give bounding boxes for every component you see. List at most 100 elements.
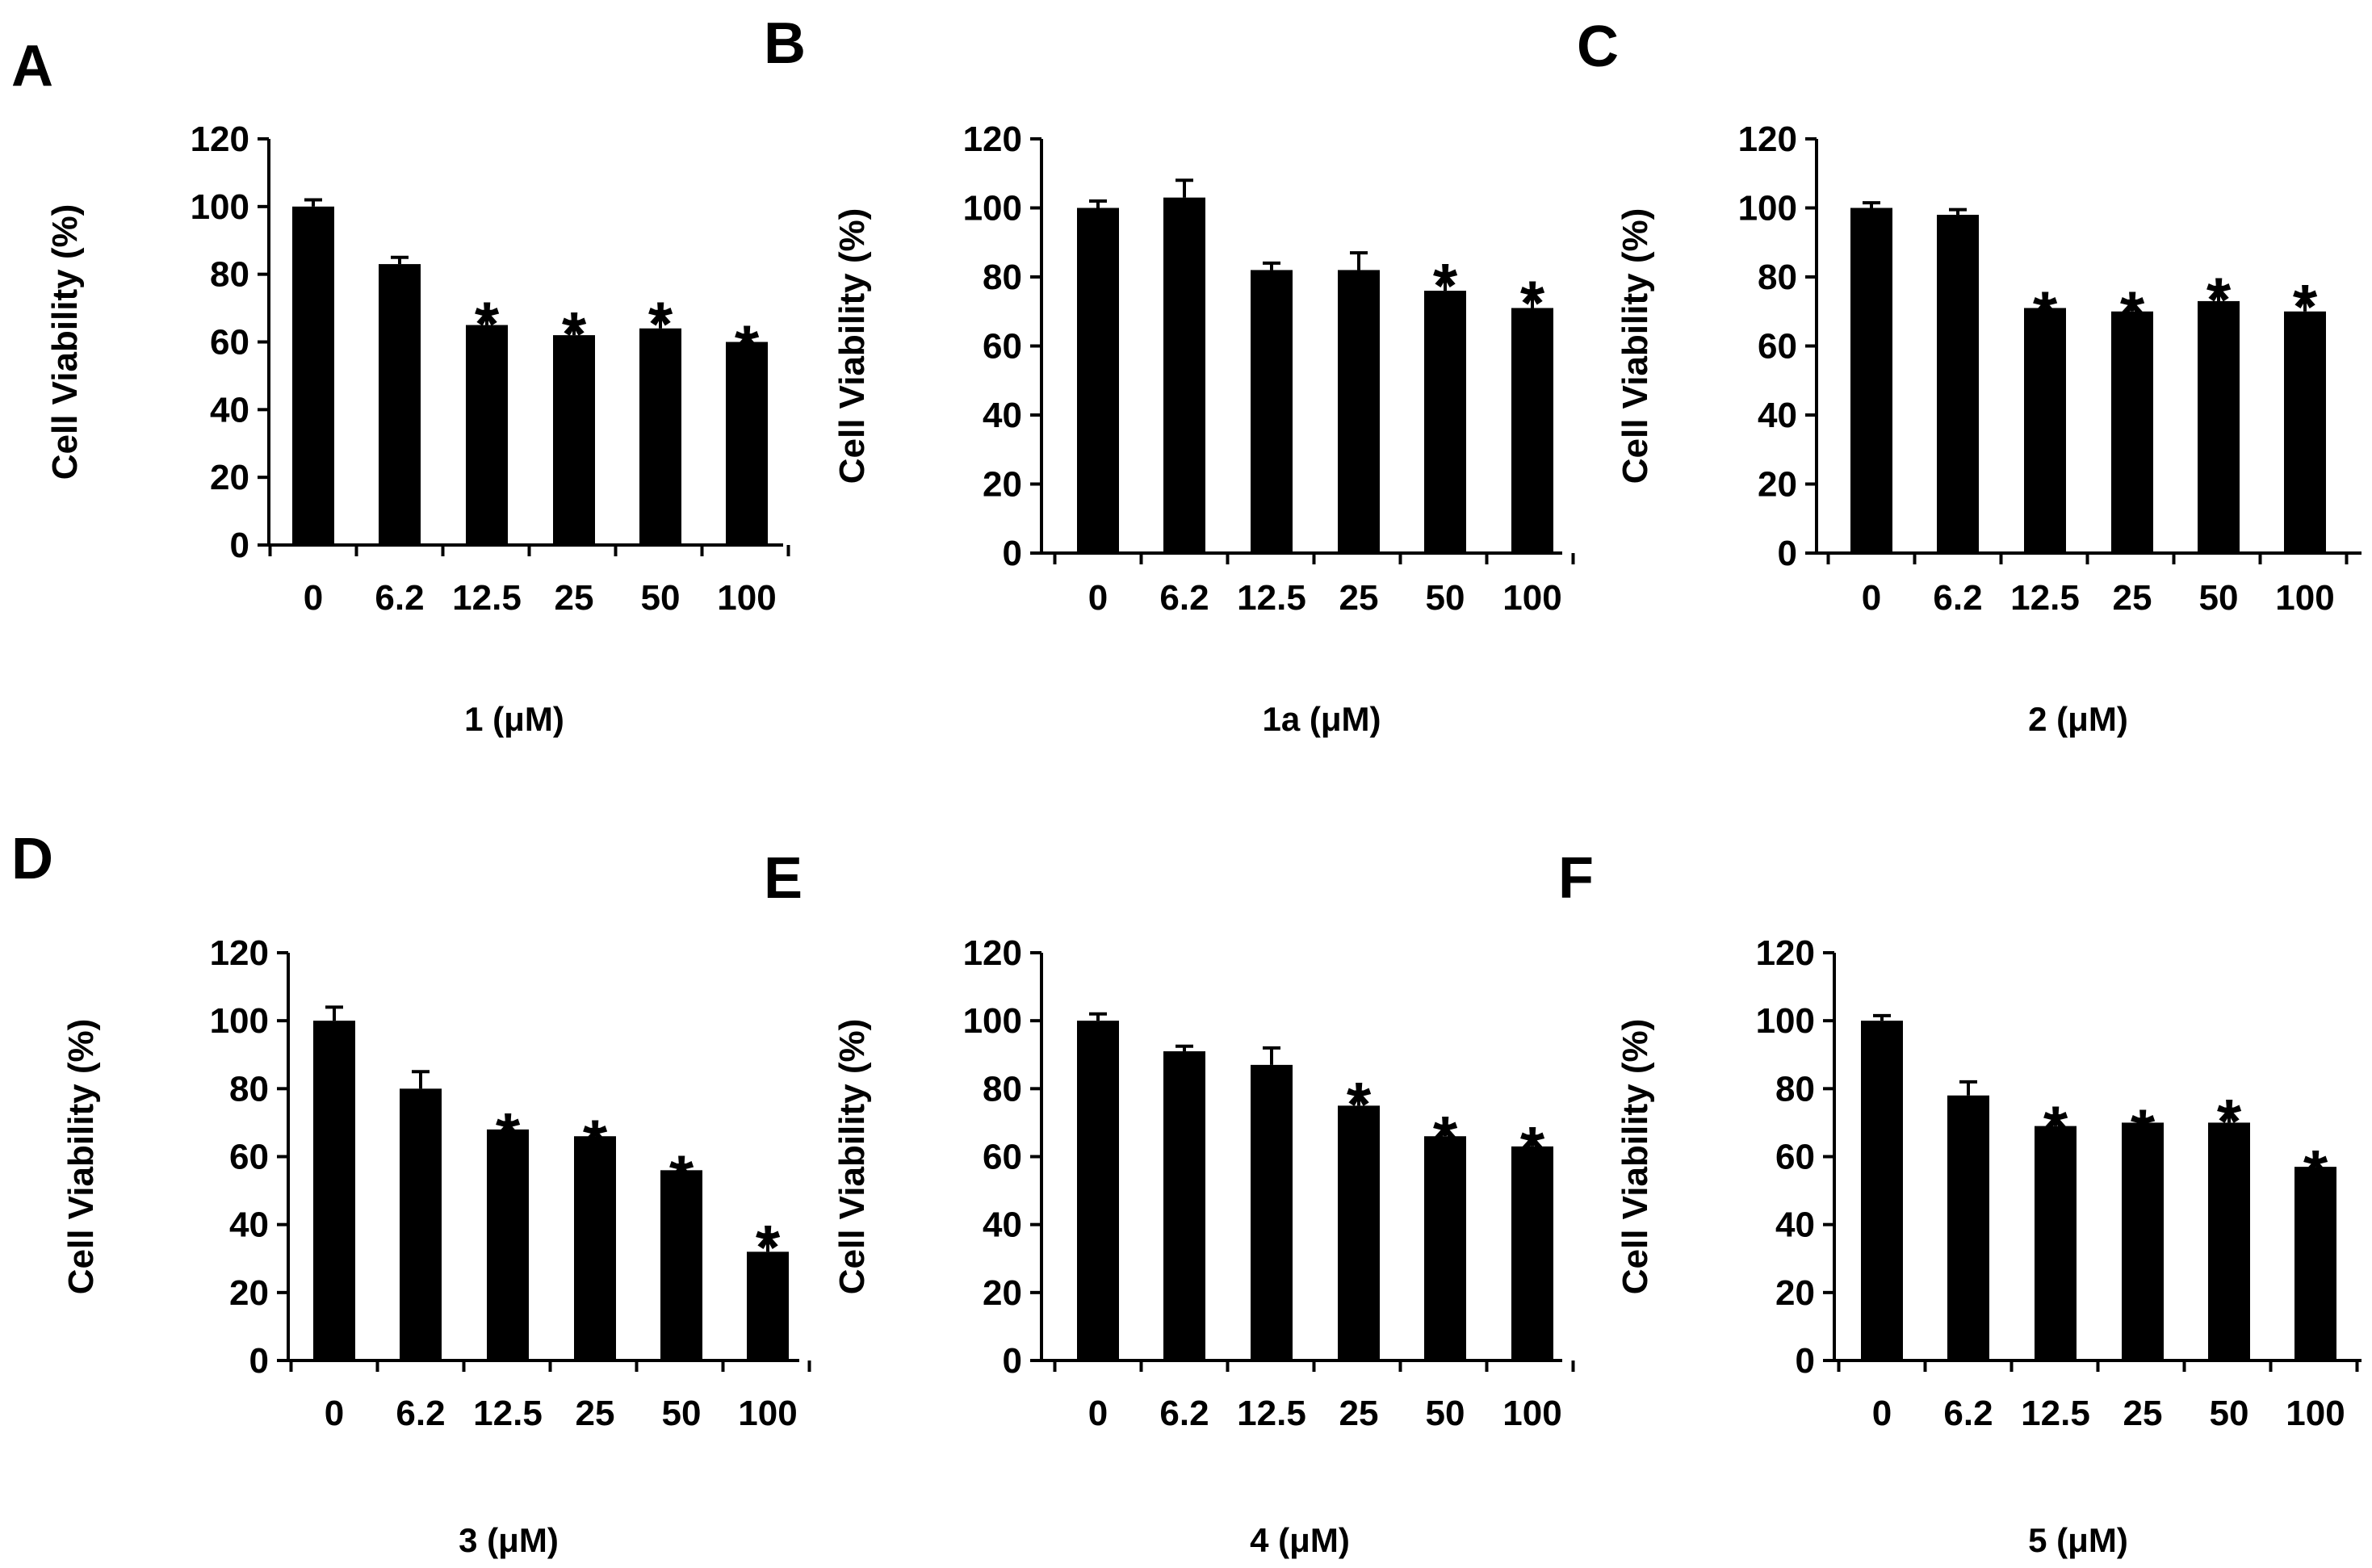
x-tick-label: 25 xyxy=(2123,1394,2163,1433)
x-axis-label: 3 (μM) xyxy=(459,1521,559,1559)
x-tick-label: 50 xyxy=(2210,1394,2249,1433)
x-axis-label: 2 (μM) xyxy=(2028,700,2128,738)
significance-star: * xyxy=(735,312,760,383)
bar-6.2 xyxy=(1947,1095,1989,1360)
panel-e: E 0 20 40 60 80 100 120 0 6.2 12.5 * 25 * 50 * 100 4 (μM)… xyxy=(764,846,1575,1559)
panel-letter: A xyxy=(11,34,53,99)
bar-12.5 xyxy=(2035,1126,2077,1360)
y-axis-label: Cell Viability (%) xyxy=(832,1019,872,1295)
panel-c: C 0 20 40 60 80 100 120 0 6.2 * 12.5 * 25 * 50 * 100 2 (μM… xyxy=(1577,15,2362,738)
x-tick-label: 25 xyxy=(576,1394,615,1433)
x-tick-label: 50 xyxy=(641,578,681,618)
significance-star: * xyxy=(2043,1092,2068,1163)
y-axis-label: Cell Viability (%) xyxy=(1616,1019,1655,1295)
y-tick-label: 80 xyxy=(210,255,249,295)
y-tick-label: 100 xyxy=(963,1001,1022,1041)
bar-50 xyxy=(2208,1122,2250,1360)
bar-12.5 xyxy=(487,1129,529,1360)
y-tick-label: 20 xyxy=(1775,1273,1815,1313)
bar-12.5 xyxy=(1251,270,1293,553)
y-tick-label: 40 xyxy=(983,396,1022,435)
bar-50 xyxy=(2198,300,2240,553)
bar-25 xyxy=(1338,1105,1380,1360)
bar-6.2 xyxy=(379,264,421,545)
x-tick-label: 12.5 xyxy=(2010,578,2080,618)
y-tick-label: 80 xyxy=(983,1069,1022,1109)
x-tick-label: 0 xyxy=(1872,1394,1892,1433)
x-tick-label: 25 xyxy=(555,578,594,618)
bar-100 xyxy=(1511,308,1553,553)
bar-100 xyxy=(726,342,768,545)
y-tick-label: 120 xyxy=(963,119,1022,159)
x-tick-label: 12.5 xyxy=(452,578,522,618)
y-tick-label: 100 xyxy=(1738,189,1797,228)
y-tick-label: 120 xyxy=(1738,119,1797,159)
x-tick-label: 12.5 xyxy=(1237,578,1306,618)
bar-25 xyxy=(1338,270,1380,553)
y-tick-label: 100 xyxy=(191,187,249,227)
y-tick-label: 120 xyxy=(963,933,1022,973)
significance-star: * xyxy=(2033,278,2058,349)
bar-25 xyxy=(2122,1122,2164,1360)
y-tick-label: 20 xyxy=(210,458,249,497)
y-tick-label: 60 xyxy=(983,327,1022,367)
bar-12.5 xyxy=(466,325,508,545)
bar-0 xyxy=(313,1021,355,1360)
y-tick-label: 0 xyxy=(1796,1341,1815,1381)
y-tick-label: 120 xyxy=(1756,933,1815,973)
y-tick-label: 60 xyxy=(1758,327,1797,367)
significance-star: * xyxy=(2131,1096,2156,1167)
significance-star: * xyxy=(1433,250,1458,321)
y-tick-label: 80 xyxy=(1758,258,1797,297)
panel-letter: F xyxy=(1558,846,1594,911)
y-tick-label: 40 xyxy=(1775,1205,1815,1245)
x-tick-label: 0 xyxy=(1088,578,1108,618)
panel-d: D 0 20 40 60 80 100 120 0 6.2 * 12.5 * 25 * 50 * 100 3 (μM… xyxy=(11,827,811,1559)
x-tick-label: 50 xyxy=(662,1394,702,1433)
y-tick-label: 20 xyxy=(1758,465,1797,505)
y-tick-label: 20 xyxy=(983,465,1022,505)
significance-star: * xyxy=(1347,1069,1372,1140)
bar-25 xyxy=(574,1136,616,1360)
x-tick-label: 50 xyxy=(1426,1394,1465,1433)
x-tick-label: 6.2 xyxy=(1159,1394,1209,1433)
significance-star: * xyxy=(1433,1103,1458,1174)
panel-letter: D xyxy=(11,827,53,891)
x-tick-label: 100 xyxy=(738,1394,797,1433)
panel-letter: E xyxy=(764,846,803,911)
x-tick-label: 6.2 xyxy=(396,1394,445,1433)
significance-star: * xyxy=(496,1099,521,1170)
x-tick-label: 12.5 xyxy=(1237,1394,1306,1433)
bar-100 xyxy=(747,1251,789,1360)
y-tick-label: 40 xyxy=(210,390,249,430)
x-tick-label: 0 xyxy=(1862,578,1881,618)
x-tick-label: 100 xyxy=(1502,1394,1561,1433)
y-tick-label: 40 xyxy=(983,1205,1022,1245)
panel-a: A 0 20 40 60 80 100 120 0 6.2 * 12.5 * 25 * 50 * 100 1 (μM… xyxy=(11,34,790,738)
bar-0 xyxy=(1077,208,1119,553)
significance-star: * xyxy=(1520,267,1545,338)
x-tick-label: 25 xyxy=(1339,1394,1379,1433)
y-tick-label: 20 xyxy=(229,1273,269,1313)
significance-star: * xyxy=(2217,1086,2242,1157)
y-tick-label: 0 xyxy=(1778,534,1797,573)
y-tick-label: 120 xyxy=(191,119,249,159)
y-tick-label: 80 xyxy=(983,258,1022,297)
bar-6.2 xyxy=(1163,197,1205,554)
x-tick-label: 0 xyxy=(304,578,323,618)
bar-0 xyxy=(1861,1021,1903,1360)
y-axis-label: Cell Viability (%) xyxy=(45,204,85,480)
panel-letter: B xyxy=(764,11,806,76)
significance-star: * xyxy=(2120,278,2145,349)
bar-25 xyxy=(553,335,595,545)
x-tick-label: 6.2 xyxy=(1943,1394,1993,1433)
panel-f: F 0 20 40 60 80 100 120 0 6.2 * 12.5 * 25 * 50 * 100 5 (μM… xyxy=(1558,846,2362,1559)
bar-6.2 xyxy=(400,1088,442,1360)
x-tick-label: 50 xyxy=(1426,578,1465,618)
x-axis-label: 5 (μM) xyxy=(2028,1521,2128,1559)
bar-0 xyxy=(1850,208,1892,553)
bar-50 xyxy=(660,1170,702,1360)
bar-50 xyxy=(1424,291,1466,553)
x-tick-label: 6.2 xyxy=(1933,578,1982,618)
